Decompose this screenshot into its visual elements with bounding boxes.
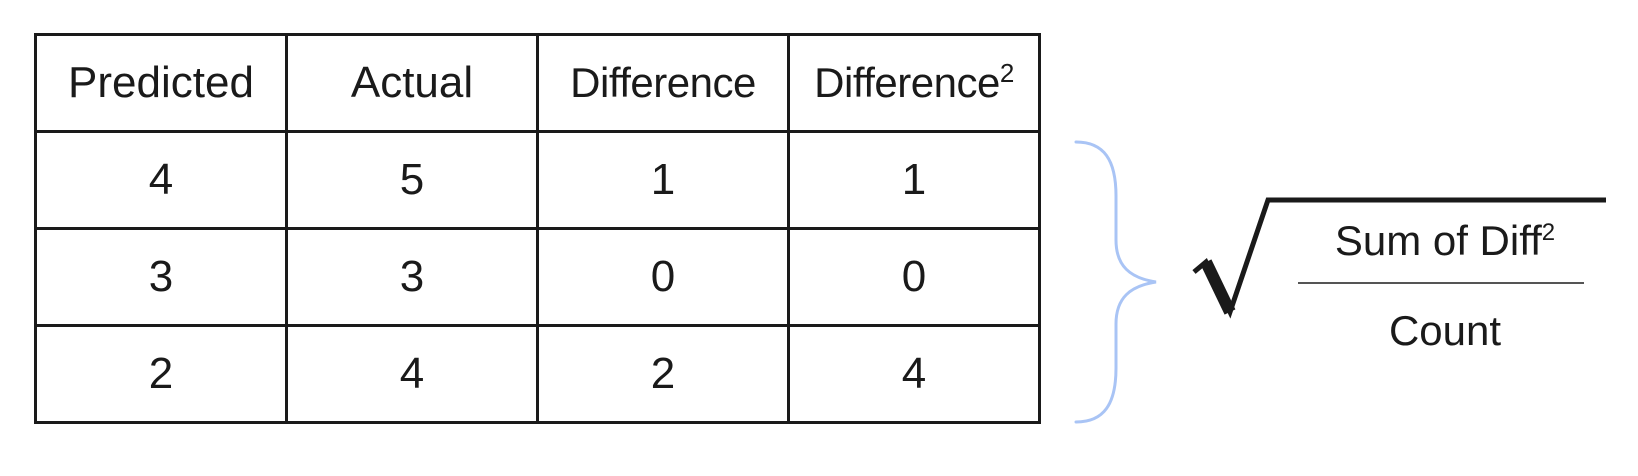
formula-numerator-exponent: 2 — [1541, 219, 1556, 246]
formula-numerator-text: Sum of Diff — [1334, 217, 1542, 264]
formula-numerator: Sum of Diff2 — [1300, 220, 1590, 262]
header-difference-squared-exponent: 2 — [999, 58, 1014, 88]
header-difference: Difference — [536, 33, 790, 133]
square-root-icon — [1192, 197, 1606, 319]
header-predicted-label: Predicted — [68, 58, 254, 107]
header-difference-squared-label: Difference — [814, 59, 1000, 106]
cell-predicted: 3 — [34, 227, 288, 327]
cell-actual: 3 — [285, 227, 539, 327]
header-difference-squared: Difference2 — [787, 33, 1041, 133]
cell-actual: 5 — [285, 130, 539, 230]
cell-predicted: 4 — [34, 130, 288, 230]
header-actual: Actual — [285, 33, 539, 133]
rmse-table: Predicted Actual Difference Difference 2 … — [34, 33, 1041, 424]
formula-denominator: Count — [1388, 307, 1502, 354]
cell-difference-squared: 4 — [787, 324, 1041, 424]
header-predicted: Predicted — [34, 33, 288, 133]
cell-difference-squared: 0 — [787, 227, 1041, 327]
cell-actual: 4 — [285, 324, 539, 424]
table-row: 2 4 2 4 — [34, 324, 1041, 424]
cell-difference-squared: 1 — [787, 130, 1041, 230]
table-row: 3 3 0 0 — [34, 227, 1041, 327]
cell-predicted: 2 — [34, 324, 288, 424]
table-header-row: Predicted Actual Difference Difference2 — [34, 33, 1041, 133]
table-row: 4 5 1 1 — [34, 130, 1041, 230]
fraction-bar — [1298, 282, 1584, 284]
cell-difference: 0 — [536, 227, 790, 327]
right-curly-brace-icon — [1074, 140, 1157, 424]
header-actual-label: Actual — [350, 58, 474, 107]
cell-difference: 1 — [536, 130, 790, 230]
header-difference-label: Difference — [570, 59, 756, 106]
cell-difference: 2 — [536, 324, 790, 424]
